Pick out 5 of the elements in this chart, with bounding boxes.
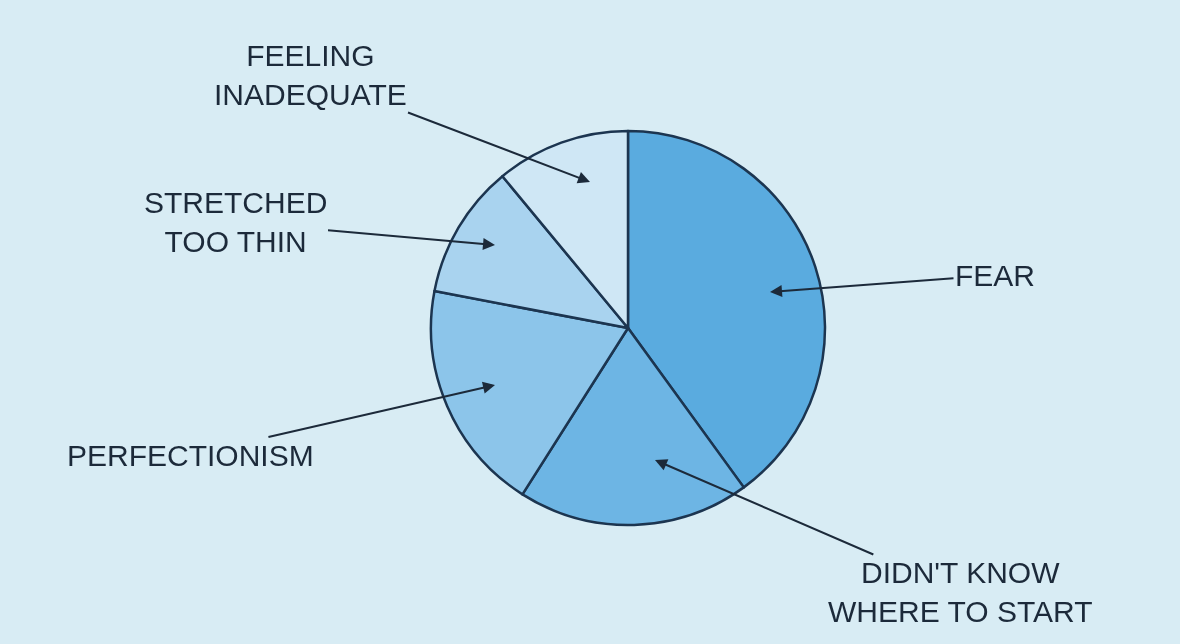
slice-label: STRETCHED TOO THIN: [144, 186, 328, 258]
slice-label: DIDN'T KNOW WHERE TO START: [828, 556, 1093, 628]
slice-label: FEAR: [955, 259, 1036, 292]
slice-label: PERFECTIONISM: [67, 439, 314, 472]
slice-label: FEELING INADEQUATE: [214, 39, 407, 111]
